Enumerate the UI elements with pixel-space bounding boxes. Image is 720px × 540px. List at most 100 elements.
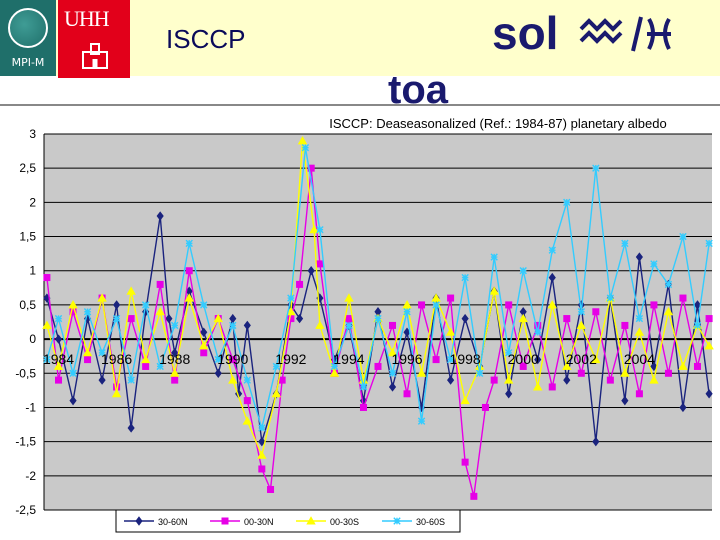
data-point <box>43 355 51 364</box>
data-point <box>402 300 412 309</box>
data-point <box>345 315 353 323</box>
data-point <box>704 341 714 350</box>
data-point <box>490 376 498 384</box>
legend-item: 00-30N <box>210 517 274 527</box>
y-tick-label: -1 <box>25 400 36 414</box>
data-point <box>68 300 78 309</box>
data-point <box>693 321 702 330</box>
data-point <box>519 267 527 275</box>
data-point <box>621 321 629 329</box>
data-point <box>278 376 286 384</box>
data-point <box>156 211 164 221</box>
data-point <box>258 465 266 473</box>
data-point <box>534 328 542 336</box>
data-point <box>634 327 645 336</box>
data-point <box>461 458 469 466</box>
data-point <box>98 349 106 357</box>
data-point <box>650 361 658 372</box>
data-point <box>663 306 674 316</box>
series-line <box>46 140 710 458</box>
data-point <box>156 362 164 371</box>
data-point <box>505 389 513 399</box>
data-point <box>258 424 266 432</box>
uhh-logo: UHH <box>58 0 130 78</box>
data-point <box>307 164 315 172</box>
data-point <box>359 383 368 391</box>
y-tick-label: 1,5 <box>19 230 36 244</box>
legend-marker <box>393 517 401 525</box>
data-point <box>503 375 514 384</box>
data-point <box>403 308 411 316</box>
data-point <box>447 375 455 385</box>
data-point <box>113 300 121 310</box>
data-point <box>344 293 354 302</box>
y-tick-label: -0,5 <box>15 366 36 380</box>
data-point <box>460 395 470 405</box>
data-point <box>563 315 571 323</box>
data-point <box>140 354 151 364</box>
data-point <box>447 294 455 302</box>
data-point <box>199 341 209 350</box>
data-point <box>359 403 367 411</box>
data-point <box>650 301 658 309</box>
data-point <box>185 267 193 275</box>
data-point <box>345 321 353 330</box>
data-point <box>387 347 398 357</box>
data-point <box>171 348 179 358</box>
data-point <box>200 349 208 357</box>
data-point <box>635 314 644 323</box>
data-point <box>403 390 411 398</box>
data-point <box>445 327 456 336</box>
data-point <box>297 136 308 145</box>
data-point <box>679 294 687 302</box>
data-point <box>505 349 513 357</box>
data-point <box>519 362 527 370</box>
data-point <box>490 253 498 261</box>
data-point <box>461 273 469 282</box>
legend-item: 30-60N <box>124 516 188 527</box>
chart-title: ISCCP: Deaseasonalized (Ref.: 1984-87) p… <box>329 116 666 131</box>
data-point <box>126 286 136 295</box>
data-point <box>69 395 77 406</box>
legend-box <box>115 509 461 533</box>
data-point <box>169 368 180 377</box>
data-point <box>229 321 237 330</box>
data-point <box>243 320 251 331</box>
globe-icon <box>8 8 48 48</box>
data-point <box>432 301 440 309</box>
data-point <box>184 293 194 302</box>
data-point <box>213 313 223 323</box>
y-tick-label: 2 <box>29 195 36 209</box>
data-point <box>649 375 659 384</box>
x-tick-label: 1990 <box>217 351 248 367</box>
data-point <box>258 436 266 447</box>
data-point <box>316 226 324 234</box>
data-point <box>562 361 572 370</box>
data-point <box>257 450 267 459</box>
data-point <box>650 260 658 268</box>
data-point <box>621 239 629 248</box>
data-point <box>606 376 614 384</box>
legend-label: 30-60N <box>158 517 188 527</box>
y-tick-label: -2 <box>25 469 36 483</box>
aquarius-virgo-symbols-icon <box>579 16 672 52</box>
data-point <box>214 355 222 364</box>
data-point <box>432 356 440 364</box>
data-point <box>678 361 688 370</box>
data-point <box>43 274 51 282</box>
data-point <box>576 320 587 329</box>
legend-label: 00-30N <box>244 517 274 527</box>
legend-marker <box>306 516 316 525</box>
data-point <box>171 321 179 330</box>
data-point <box>518 313 528 323</box>
legend-label: 00-30S <box>330 517 359 527</box>
y-tick-label: -2,5 <box>15 503 36 517</box>
data-point <box>330 362 339 371</box>
data-point <box>307 266 315 276</box>
data-point <box>127 376 135 384</box>
mpi-logo-text: MPI-M <box>11 56 45 69</box>
sol-label: sol <box>492 6 677 60</box>
data-point <box>69 308 77 316</box>
data-point <box>271 388 282 398</box>
y-tick-label: -1,5 <box>15 435 36 449</box>
